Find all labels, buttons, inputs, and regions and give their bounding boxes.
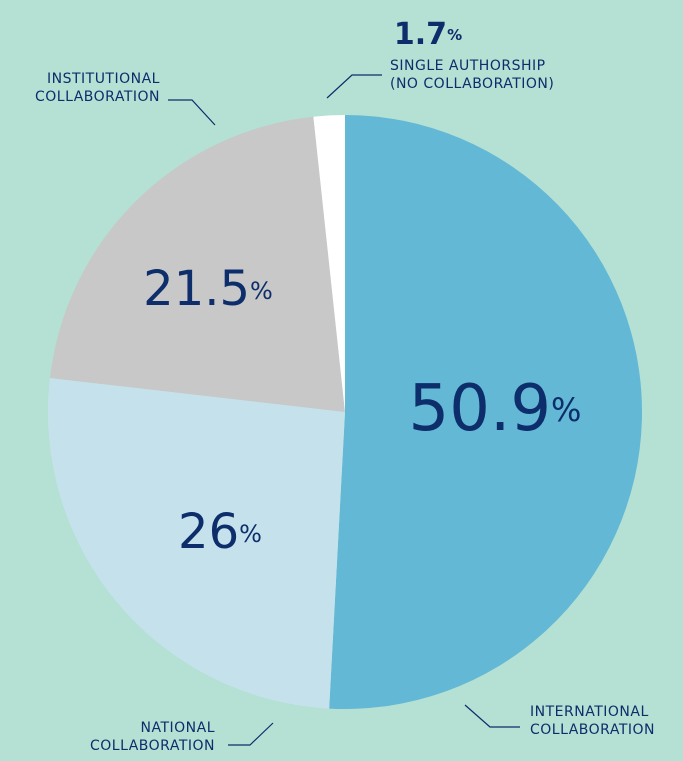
category-label: SINGLE AUTHORSHIP (NO COLLABORATION) [390, 58, 555, 92]
data-label-value: 1.7 [394, 17, 447, 52]
data-label-value: 50.9 [409, 372, 552, 446]
leader-lines [168, 74, 520, 746]
leader-line [464, 704, 520, 728]
category-label: INSTITUTIONAL COLLABORATION [35, 71, 160, 105]
leader-line [228, 722, 274, 746]
data-label-unit: % [551, 391, 581, 429]
pie-slice [329, 115, 642, 709]
category-label: NATIONAL COLLABORATION [90, 720, 215, 754]
leader-line [168, 99, 216, 126]
data-label-unit: % [250, 277, 273, 305]
category-label: INTERNATIONAL COLLABORATION [530, 704, 655, 738]
data-label: 26% [178, 504, 262, 560]
data-label-unit: % [447, 26, 462, 44]
data-label: 1.7% [394, 17, 462, 52]
leader-line [326, 74, 382, 99]
data-label: 50.9% [409, 372, 582, 446]
data-label-value: 21.5 [143, 261, 250, 317]
pie-slice [48, 378, 345, 709]
data-label-value: 26 [178, 504, 239, 560]
data-label-unit: % [239, 520, 262, 548]
pie-slice [313, 115, 345, 412]
pie-slice [49, 116, 345, 413]
data-label: 21.5% [143, 261, 273, 317]
